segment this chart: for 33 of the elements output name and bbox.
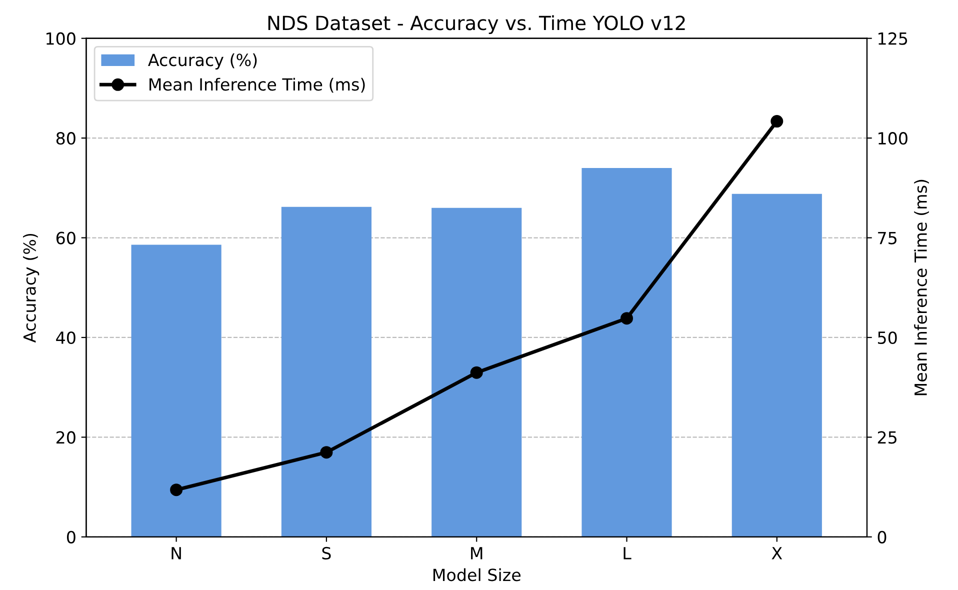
bar xyxy=(582,168,672,537)
x-tick-label: L xyxy=(624,547,632,560)
y-axis-title: Accuracy (%) xyxy=(23,234,40,343)
y2-tick-label: 75 xyxy=(878,232,896,244)
y2-tick-label: 125 xyxy=(878,32,908,45)
y-tick-label: 60 xyxy=(56,232,76,244)
bar xyxy=(131,244,222,537)
y-tick-label: 40 xyxy=(56,331,76,344)
y-tick-label: 100 xyxy=(46,32,76,45)
legend-label: Mean Inference Time (ms) xyxy=(150,78,365,93)
point xyxy=(320,446,333,459)
y-tick-label: 20 xyxy=(56,431,76,444)
chart-title: NDS Dataset - Accuracy vs. Time YOLO v12 xyxy=(268,15,685,34)
legend-label: Accuracy (%) xyxy=(148,53,257,70)
y2-tick-label: 0 xyxy=(878,530,886,544)
bar xyxy=(281,206,372,537)
y-tick-label: 80 xyxy=(56,132,76,145)
y2-tick-label: 50 xyxy=(878,331,897,344)
bar xyxy=(432,208,522,537)
point xyxy=(620,312,634,325)
x-tick-label: N xyxy=(172,547,181,560)
y2-axis-title: Mean Inference Time (ms) xyxy=(914,180,929,396)
point xyxy=(170,484,183,496)
x-tick-label: M xyxy=(471,547,482,560)
y-tick-label: 0 xyxy=(66,530,76,544)
bar xyxy=(732,194,822,537)
x-tick-label: X xyxy=(772,547,782,560)
y2-tick-label: 100 xyxy=(878,132,908,145)
point xyxy=(770,115,784,128)
point xyxy=(470,366,483,379)
x-axis-title: Model Size xyxy=(433,568,520,582)
x-tick-label: S xyxy=(322,546,331,560)
y2-tick-label: 25 xyxy=(878,431,896,444)
